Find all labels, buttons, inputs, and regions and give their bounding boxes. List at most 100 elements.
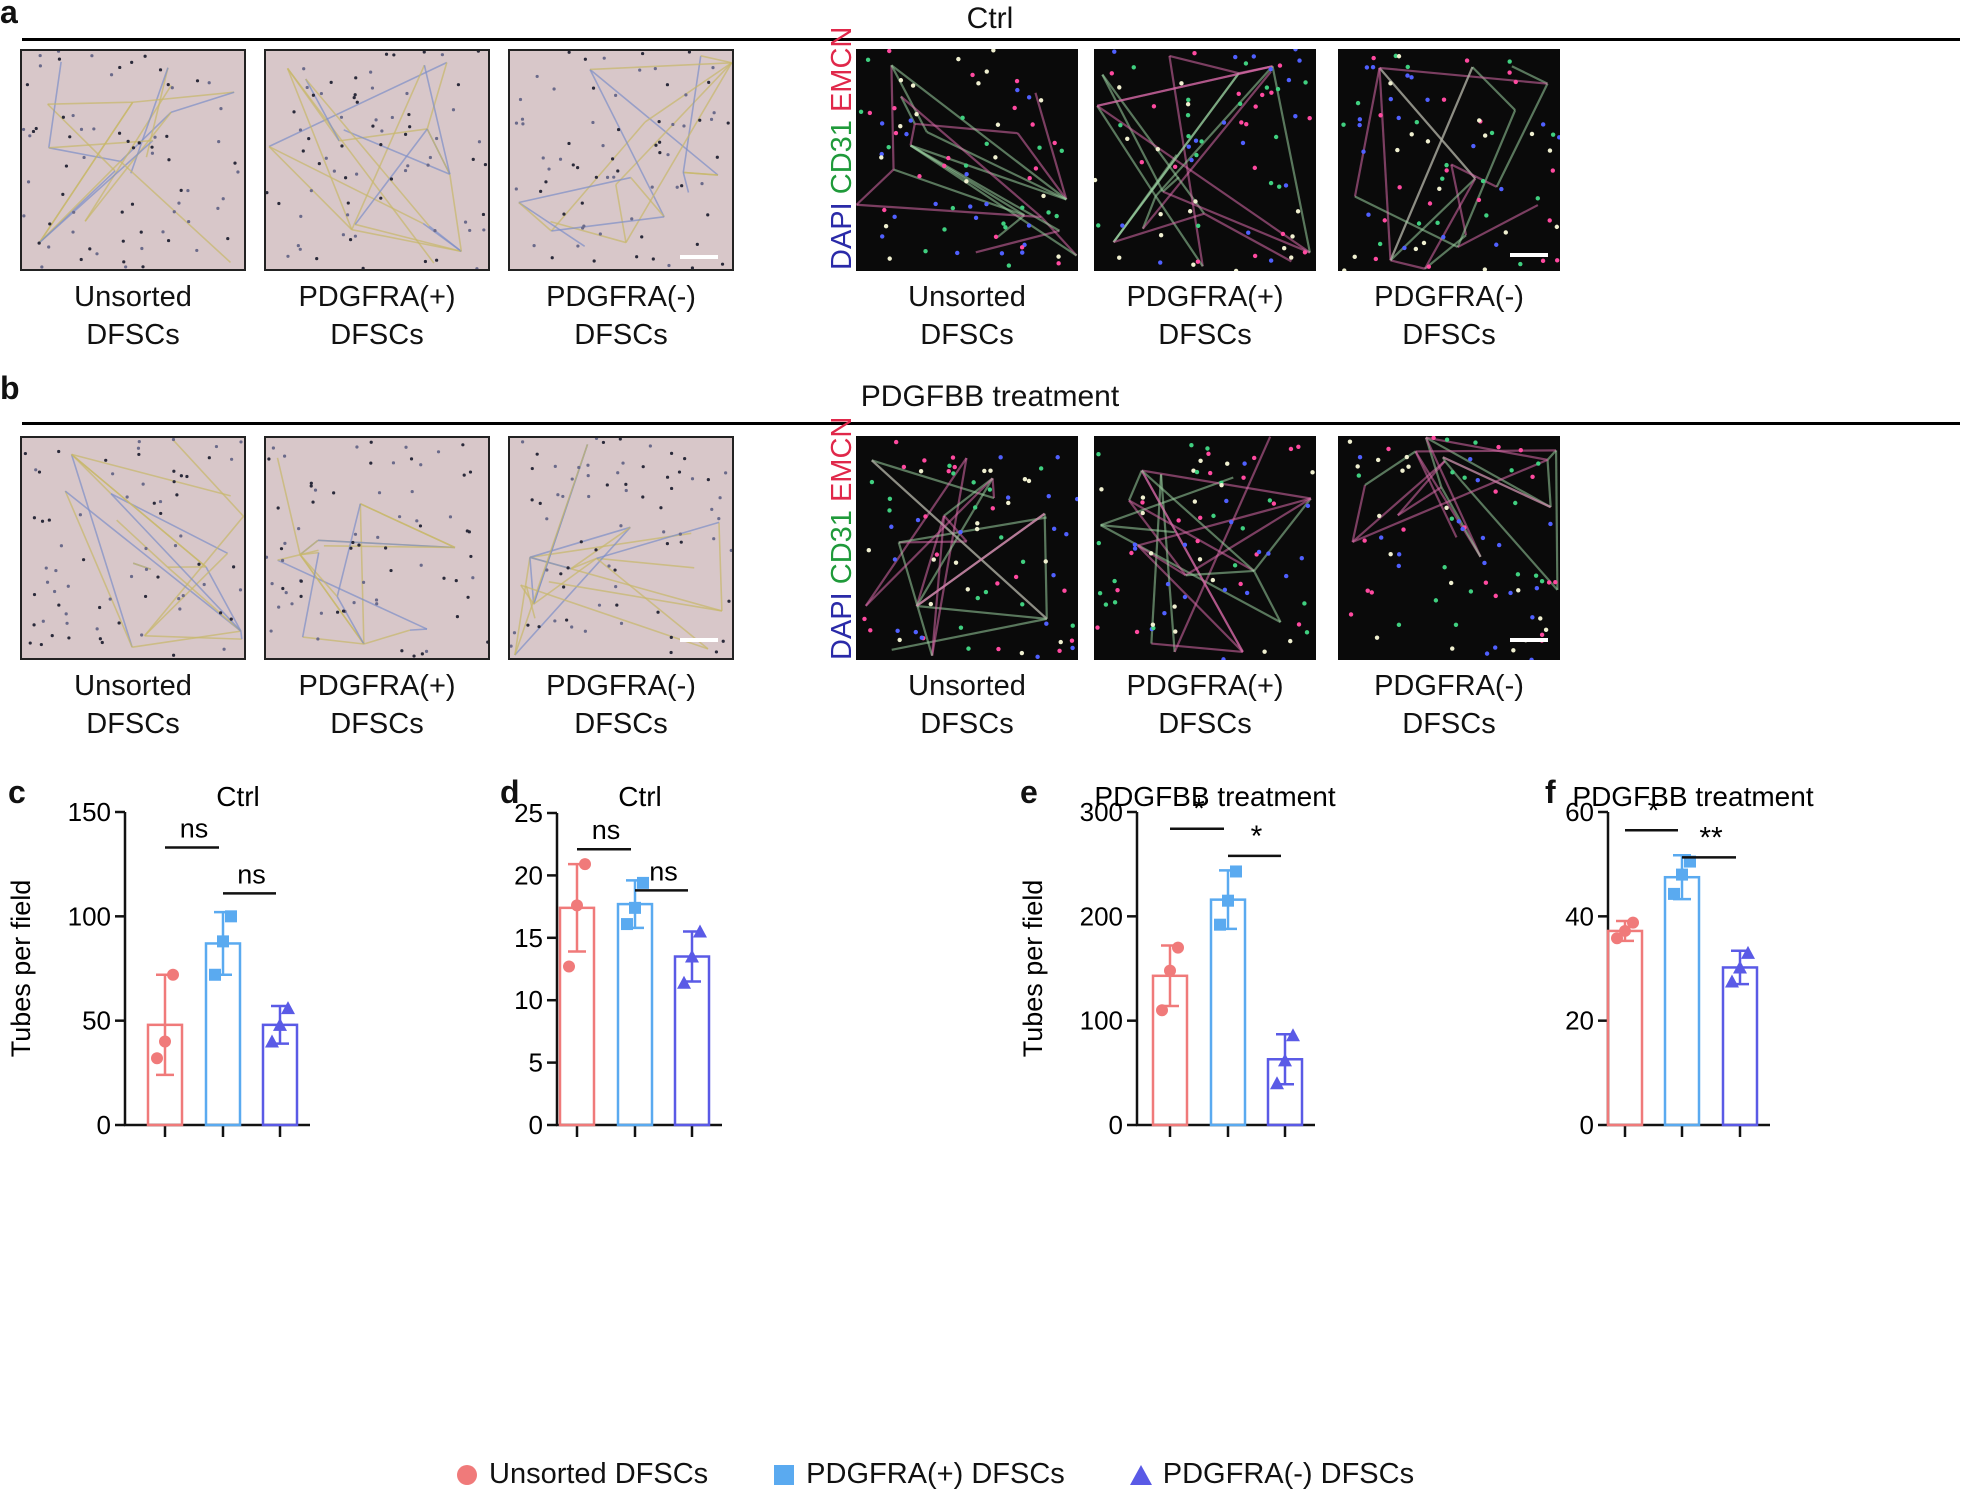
cell-dot <box>958 529 963 535</box>
cell-dot <box>1494 242 1499 247</box>
cell-dot <box>1070 623 1075 628</box>
brightfield-image-pdgfbb-pdgfra-positive <box>264 436 490 660</box>
data-point <box>1619 924 1631 937</box>
cell-dot <box>729 548 732 553</box>
data-point <box>1676 868 1688 881</box>
cell-dot <box>158 499 163 504</box>
cell-dot <box>887 49 892 54</box>
cell-dot <box>521 122 525 126</box>
tube-segment <box>299 539 319 556</box>
cell-dot <box>682 124 686 128</box>
cell-dot <box>1534 585 1540 591</box>
cell-dot <box>25 83 30 87</box>
cell-dot <box>1189 157 1194 163</box>
tube-segment <box>449 174 463 252</box>
cell-dot <box>463 220 468 224</box>
cell-dot <box>423 259 428 264</box>
cell-dot <box>468 470 473 474</box>
cell-dot <box>653 67 657 71</box>
cell-dot <box>1035 654 1040 660</box>
tube-segment <box>1271 66 1312 253</box>
cell-dot <box>1444 162 1449 168</box>
brightfield-image-pdgfbb-pdgfra-negative <box>508 436 734 660</box>
cell-dot <box>230 457 234 461</box>
cell-dot <box>158 68 163 72</box>
cell-dot <box>1276 184 1282 189</box>
cell-dot <box>982 468 987 474</box>
cell-dot <box>1448 580 1454 586</box>
tube-segment <box>1424 437 1443 488</box>
cell-dot <box>351 540 355 545</box>
cell-dot <box>277 201 281 206</box>
cell-dot <box>998 455 1003 460</box>
cell-dot <box>1397 185 1402 190</box>
cell-dot <box>712 111 716 115</box>
chart-f-svg: PDGFBB treatmentCD31(+)EMCN(+)vessel per… <box>1472 781 1814 1140</box>
cell-dot <box>677 470 682 474</box>
tube-segment <box>1351 484 1367 543</box>
tube-segment <box>300 551 319 556</box>
cell-dot <box>409 457 414 461</box>
tube-segment <box>520 584 535 605</box>
cell-dot <box>657 120 661 124</box>
significance-label: ns <box>649 856 678 886</box>
cell-dot <box>1529 131 1535 137</box>
cell-dot <box>577 465 581 470</box>
tube-segment <box>1154 65 1274 197</box>
cell-dot <box>893 439 899 445</box>
cell-dot <box>64 612 68 616</box>
cell-dot <box>1232 563 1238 568</box>
cell-dot <box>898 124 903 129</box>
cell-dot <box>616 127 621 132</box>
cell-dot <box>271 446 275 450</box>
cell-dot <box>711 66 715 70</box>
tube-segment <box>909 123 916 146</box>
cell-dot <box>721 639 725 643</box>
cell-dot <box>1112 600 1118 605</box>
cell-dot <box>375 602 379 606</box>
cell-dot <box>1275 86 1281 92</box>
cell-dot <box>1352 254 1357 260</box>
cell-dot <box>658 151 662 155</box>
cell-dot <box>307 137 311 141</box>
cell-dot <box>1148 551 1154 556</box>
data-point <box>265 1034 279 1048</box>
cell-dot <box>435 136 439 141</box>
cell-dot <box>545 568 549 572</box>
cell-dot <box>1125 136 1130 141</box>
cell-dot <box>141 265 145 269</box>
cell-dot <box>313 488 318 492</box>
cell-dot <box>934 552 940 557</box>
cell-dot <box>415 519 419 523</box>
cell-dot <box>120 210 124 214</box>
tube-segment <box>1471 66 1516 111</box>
cell-dot <box>104 458 108 462</box>
cell-dot <box>571 163 575 167</box>
legend-label-pdgfra-negative: PDGFRA(-) DFSCs <box>1162 1458 1415 1490</box>
cell-dot <box>316 637 320 641</box>
cell-dot <box>987 487 993 492</box>
cell-dot <box>40 519 45 523</box>
cell-dot <box>919 635 924 640</box>
tube-segment <box>286 67 435 264</box>
cell-dot <box>1496 542 1502 548</box>
cell-dot <box>621 461 625 465</box>
cell-dot <box>973 215 979 221</box>
cell-dot <box>1530 474 1535 480</box>
tube-segment <box>1141 469 1311 500</box>
cell-dot <box>598 232 602 236</box>
emcn-label: EMCN <box>826 26 858 113</box>
cell-dot <box>1044 621 1049 626</box>
cell-dot <box>965 587 970 592</box>
tube-segment <box>589 61 732 71</box>
cell-dot <box>591 86 596 90</box>
cell-dot <box>45 580 50 584</box>
tube-segment <box>1378 67 1477 180</box>
cell-dot <box>1518 447 1524 453</box>
cell-dot <box>946 468 951 474</box>
y-axis-label: Tubes per field <box>6 880 36 1058</box>
data-point <box>151 1052 163 1065</box>
cell-dot <box>1416 221 1422 226</box>
tube-segment <box>355 223 462 253</box>
tube-segment <box>596 557 695 569</box>
